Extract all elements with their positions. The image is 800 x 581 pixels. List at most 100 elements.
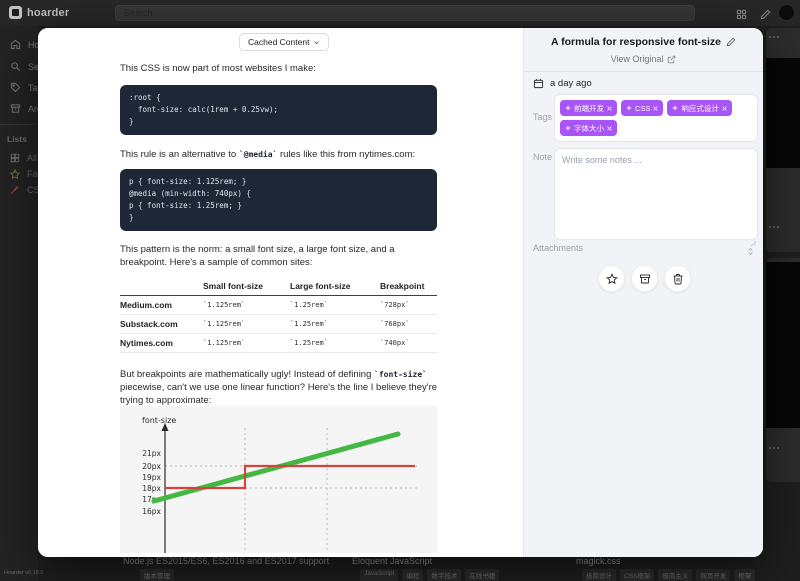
chart-axis-arrow (161, 423, 169, 431)
sparkles-icon (565, 105, 571, 111)
calendar-icon (533, 78, 544, 89)
background-card-tags: 版本管理 (140, 569, 174, 581)
created-date-label: a day ago (550, 78, 592, 89)
chart-canvas: font-size 21px 20px 19px 18px 17px 16px (142, 416, 417, 553)
article-paragraph: This pattern is the norm: a small font s… (120, 244, 395, 268)
created-date: a day ago (533, 78, 592, 89)
font-size-chart: font-size 21px 20px 19px 18px 17px 16px (120, 406, 437, 553)
trash-icon (673, 273, 682, 284)
table-cell-site: Medium.com (120, 300, 172, 310)
app-logo: hoarder (9, 6, 69, 19)
tag-pill: 极简主义 (658, 569, 693, 581)
app-header: hoarder (0, 0, 800, 26)
layout-grid-icon (736, 7, 747, 25)
attachments-expand-icon[interactable] (746, 243, 755, 261)
sparkles-icon (626, 105, 632, 111)
tag-pill: JavaScript (360, 569, 399, 581)
chart-line-linear (151, 431, 401, 504)
tag-pill[interactable]: 响应式设计 (667, 100, 732, 116)
tag-pill: CSS框架 (620, 569, 655, 581)
article-paragraph: But breakpoints are mathematically ugly!… (120, 368, 442, 407)
background-card-title: Node.js ES2015/ES6, ES2016 and ES2017 su… (123, 556, 330, 566)
table-row: Medium.com `1.125rem` `1.25rem` `728px` (120, 296, 437, 315)
archive-box-icon (639, 274, 650, 283)
font-size-table: Small font-size Large font-size Breakpoi… (120, 277, 437, 353)
table-cell-site: Nytimes.com (120, 338, 173, 348)
chart-ytick: 16px (142, 507, 161, 516)
card-thumbnail (766, 58, 800, 168)
chart-ytick: 21px (142, 449, 161, 458)
bookmark-preview-modal: Cached Content This CSS is now part of m… (38, 28, 763, 557)
view-original-label: View Original (610, 54, 664, 64)
lists-section-header: Lists (7, 134, 27, 144)
table-cell-small: `1.125rem` (203, 339, 246, 347)
tag-label: 字体大小 (574, 123, 604, 133)
remove-tag-icon[interactable] (607, 105, 612, 111)
sparkles-icon (565, 125, 571, 131)
tag-label: CSS (635, 103, 651, 113)
favorite-button[interactable] (598, 265, 625, 292)
inline-code: `@media` (238, 150, 278, 159)
panel-divider (524, 71, 763, 72)
table-cell-small: `1.125rem` (203, 301, 246, 309)
paragraph-text: This rule is an alternative to (120, 149, 239, 160)
cached-content-pane: Cached Content This CSS is now part of m… (38, 28, 523, 557)
external-link-icon (668, 55, 676, 63)
paragraph-text: But breakpoints are mathematically ugly!… (120, 369, 375, 380)
article-paragraph: This rule is an alternative to `@media` … (120, 148, 442, 161)
hoarder-logo-icon (9, 6, 22, 19)
content-view-selector[interactable]: Cached Content (239, 33, 330, 51)
chart-ylabel: font-size (142, 416, 176, 425)
app-sidebar: Home Search Tags Archive Lists All Lists… (0, 26, 110, 581)
remove-tag-icon[interactable] (653, 105, 659, 111)
view-original-link[interactable]: View Original (524, 54, 763, 64)
table-header-cell: Small font-size (203, 281, 263, 291)
code-block-root-calc: :root { font-size: calc(1rem + 0.25vw); … (120, 85, 437, 135)
tags-editor[interactable]: 前端开发 CSS 响应式设计 字体大小 (554, 94, 758, 142)
chart-line-stepwise (165, 464, 415, 490)
bookmark-details-panel: A formula for responsive font-size View … (523, 28, 763, 557)
paragraph-text: rules like this from nytimes.com: (277, 149, 416, 160)
sidebar-item-tags: Tags (10, 82, 47, 93)
tag-pill: 编程 (402, 569, 424, 581)
note-input[interactable] (554, 148, 758, 240)
sidebar-list-label: CSS (27, 185, 46, 195)
table-cell-large: `1.25rem` (290, 320, 328, 328)
tag-pill[interactable]: 前端开发 (560, 100, 617, 116)
table-cell-site: Substack.com (120, 319, 178, 329)
tag-pill[interactable]: CSS (621, 100, 664, 116)
table-cell-breakpoint: `740px` (380, 339, 410, 347)
edit-title-icon[interactable] (726, 37, 736, 47)
chart-ytick: 18px (142, 484, 161, 493)
chart-ytick: 19px (142, 473, 161, 482)
tag-label: 响应式设计 (681, 103, 719, 113)
table-row: Nytimes.com `1.125rem` `1.25rem` `740px` (120, 334, 437, 353)
card-menu-icon (769, 226, 779, 228)
chevron-down-icon (314, 40, 320, 44)
remove-tag-icon[interactable] (722, 105, 727, 111)
tags-label: Tags (533, 112, 553, 122)
delete-button[interactable] (664, 265, 691, 292)
article-paragraph: This CSS is now part of most websites I … (120, 63, 316, 74)
tag-pill: 极简设计 (582, 569, 616, 581)
table-cell-breakpoint: `728px` (380, 301, 410, 309)
code-block-media-query: p { font-size: 1.125rem; } @media (min-w… (120, 169, 437, 231)
tag-pill[interactable]: 字体大小 (560, 120, 617, 136)
star-icon (605, 272, 618, 284)
sparkles-icon (672, 105, 679, 111)
inline-code: `font-size` (374, 370, 427, 379)
archive-button[interactable] (631, 265, 658, 292)
resize-handle-icon[interactable] (750, 233, 757, 251)
tag-pill: 版本管理 (140, 569, 174, 581)
tag-pill: 在线书籍 (465, 569, 500, 581)
table-header-cell: Breakpoint (380, 281, 425, 291)
background-card-title: Eloquent JavaScript (352, 556, 433, 566)
card-menu-icon (769, 36, 779, 38)
table-cell-breakpoint: `768px` (380, 320, 410, 328)
app-version: Hoarder v0.18.0 (4, 570, 44, 576)
edit-pencil-icon (760, 7, 771, 25)
app-name: hoarder (27, 6, 70, 19)
remove-tag-icon[interactable] (607, 125, 612, 131)
card-menu-icon (769, 447, 779, 449)
background-card-tags: 极简设计 CSS框架 极简主义 网页开发 框架 (582, 569, 756, 581)
